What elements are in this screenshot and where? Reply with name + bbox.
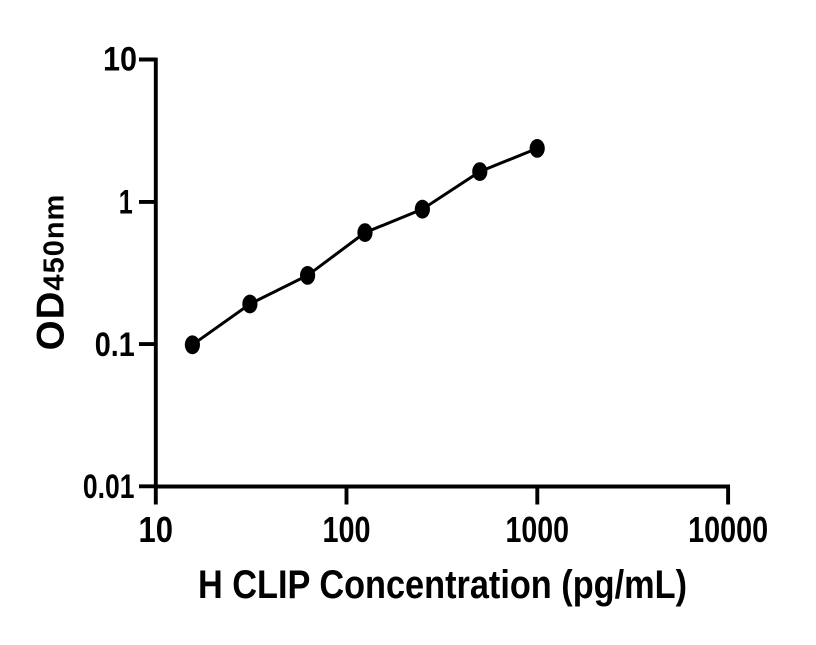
svg-text:10: 10	[139, 509, 174, 550]
svg-text:0.01: 0.01	[83, 468, 135, 506]
svg-text:100: 100	[323, 509, 371, 550]
svg-text:OD450nm: OD450nm	[30, 194, 73, 351]
svg-text:1000: 1000	[506, 509, 570, 550]
svg-text:10000: 10000	[688, 509, 768, 550]
svg-text:10: 10	[103, 41, 137, 79]
svg-text:H CLIP Concentration (pg/mL): H CLIP Concentration (pg/mL)	[198, 563, 687, 607]
svg-text:1: 1	[119, 183, 133, 221]
svg-text:0.1: 0.1	[95, 326, 135, 364]
